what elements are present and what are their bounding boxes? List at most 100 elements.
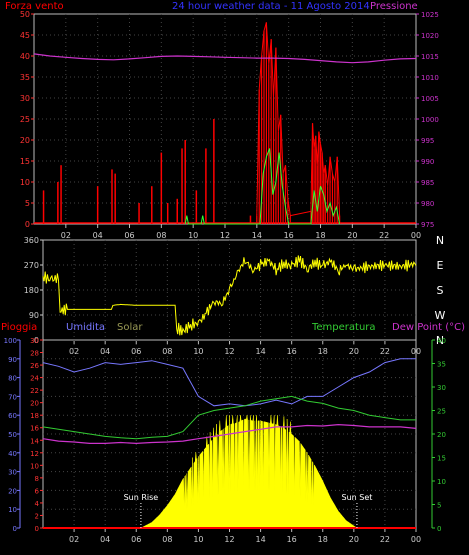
y-tick-label: 20 [30, 400, 39, 408]
x-tick-label: 00 [411, 231, 421, 240]
y-tick-label: 50 [20, 10, 30, 19]
solar-radiation-area [140, 415, 358, 529]
x-tick-label: 16 [287, 535, 297, 544]
y-tick-label: 10 [30, 462, 39, 470]
y-tick-label: 100 [4, 337, 17, 345]
y-tick-label: 995 [421, 137, 434, 145]
humidity-axis: 0 10 20 30 40 50 60 70 80 90 100 [4, 337, 21, 533]
wind-chart-title: 24 hour weather data - 11 Agosto 2014 [172, 1, 370, 12]
y-tick-label: 20 [8, 487, 17, 495]
y-tick-label: 1005 [421, 95, 439, 103]
y-tick-label: 5 [437, 502, 441, 510]
y-tick-label: 28 [30, 350, 39, 358]
y-tick-label: 20 [20, 136, 30, 145]
x-tick-label: 02 [61, 231, 71, 240]
x-tick-label: 12 [220, 231, 230, 240]
pressure-line [33, 53, 417, 64]
y-tick-label: 1020 [421, 32, 439, 40]
climate-series: Sun Rise Sun Set [42, 358, 417, 529]
pressure-axis-title: Pressione [370, 1, 418, 12]
dew-point-axis-title: Dew Point (°C) [392, 322, 465, 333]
x-tick-label: 04 [93, 231, 103, 240]
x-tick-label: 02 [69, 347, 79, 356]
y-tick-label: 40 [20, 52, 30, 61]
y-tick-label: 90 [8, 356, 17, 364]
y-tick-label: 0 [35, 525, 39, 533]
x-tick-label: 20 [347, 231, 357, 240]
x-tick-label: 12 [224, 347, 234, 356]
pressure-axis: 975 980 985 990 995 1000 1005 1010 1015 1020 1025 [416, 11, 439, 229]
y-tick-label: 30 [437, 384, 446, 392]
x-tick-label: 22 [379, 231, 389, 240]
y-tick-label: 22 [30, 387, 39, 395]
y-tick-label: 0 [34, 336, 39, 345]
temperature-axis-title: Temperatura [311, 322, 376, 333]
x-tick-label: 20 [349, 347, 359, 356]
y-tick-label: 20 [437, 431, 446, 439]
x-tick-label: 14 [255, 347, 265, 356]
compass-label: W [435, 309, 446, 322]
direction-time-axis: 02 04 06 08 10 12 14 16 18 20 22 00 [69, 340, 421, 356]
x-tick-label: 00 [411, 535, 421, 544]
x-tick-label: 10 [193, 535, 203, 544]
humidity-axis-title: Umidita [66, 322, 105, 333]
solar-axis-title: Solar [117, 322, 143, 333]
compass-label: E [437, 259, 444, 272]
y-tick-label: 270 [24, 261, 39, 270]
x-tick-label: 14 [255, 535, 265, 544]
y-tick-label: 25 [437, 408, 446, 416]
y-tick-label: 15 [20, 157, 30, 166]
x-tick-label: 08 [162, 535, 172, 544]
y-tick-label: 360 [24, 236, 39, 245]
x-tick-label: 04 [100, 347, 110, 356]
wind-series [33, 22, 417, 225]
x-tick-label: 18 [318, 535, 328, 544]
y-tick-label: 60 [8, 412, 17, 420]
y-tick-label: 1010 [421, 74, 439, 82]
direction-series [42, 255, 417, 336]
y-tick-label: 10 [8, 506, 17, 514]
y-tick-label: 985 [421, 179, 434, 187]
x-tick-label: 16 [284, 231, 294, 240]
y-tick-label: 16 [30, 425, 39, 433]
x-tick-label: 14 [252, 231, 262, 240]
y-tick-label: 40 [8, 450, 17, 458]
y-tick-label: 30 [20, 94, 30, 103]
y-tick-label: 14 [30, 437, 39, 445]
x-tick-label: 16 [287, 347, 297, 356]
y-tick-label: 50 [8, 431, 17, 439]
y-tick-label: 4 [35, 500, 40, 508]
temperature-line [42, 395, 416, 440]
x-tick-label: 08 [162, 347, 172, 356]
x-tick-label: 10 [193, 347, 203, 356]
x-tick-label: 06 [131, 347, 141, 356]
wind-speed-axis-title: Forza vento [5, 1, 64, 12]
wind-grid [34, 14, 416, 224]
y-tick-label: 30 [8, 469, 17, 477]
y-tick-label: 180 [24, 286, 39, 295]
sun-set-label: Sun Set [341, 493, 372, 502]
y-tick-label: 90 [29, 311, 39, 320]
y-tick-label: 980 [421, 200, 434, 208]
humidity-line [42, 358, 416, 407]
y-tick-label: 24 [30, 375, 39, 383]
x-tick-label: 18 [318, 347, 328, 356]
y-tick-label: 1025 [421, 11, 439, 19]
y-tick-label: 40 [437, 337, 446, 345]
y-tick-label: 0 [13, 525, 17, 533]
y-tick-label: 2 [35, 512, 39, 520]
x-tick-label: 08 [156, 231, 166, 240]
climate-time-axis: 02 04 06 08 10 12 14 16 18 20 22 00 [69, 528, 421, 544]
x-tick-label: 22 [380, 347, 390, 356]
y-tick-label: 35 [20, 73, 30, 82]
temperature-axis: 0 5 10 15 20 25 30 35 40 [431, 337, 446, 533]
y-tick-label: 26 [30, 362, 39, 370]
y-tick-label: 70 [8, 393, 17, 401]
x-tick-label: 04 [100, 535, 110, 544]
x-tick-label: 06 [124, 231, 134, 240]
wind-speed-axis: 0 5 10 15 20 25 30 35 40 45 50 [20, 10, 34, 229]
y-tick-label: 1015 [421, 53, 439, 61]
